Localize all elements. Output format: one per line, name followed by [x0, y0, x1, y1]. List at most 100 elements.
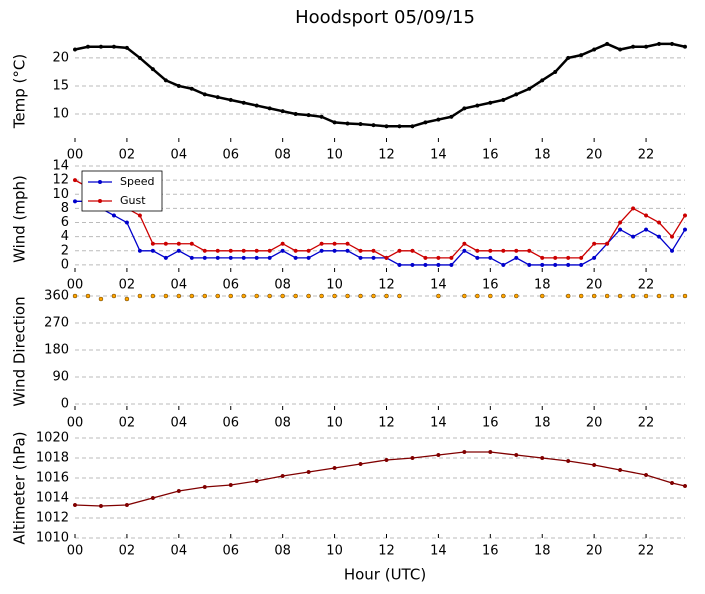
y-axis-label: Wind (mph): [11, 175, 29, 263]
point: [371, 248, 376, 253]
point: [72, 199, 78, 204]
point: [98, 296, 104, 302]
y-tick-label: 1020: [36, 431, 69, 446]
point: [293, 111, 298, 117]
point: [566, 255, 571, 260]
x-tick-label: 00: [67, 148, 84, 163]
point: [254, 293, 259, 299]
y-tick-label: 10: [52, 187, 69, 202]
point: [254, 103, 259, 108]
point: [319, 114, 324, 119]
x-tick-label: 14: [430, 148, 447, 163]
point: [306, 248, 311, 253]
point: [137, 55, 142, 60]
x-tick-label: 02: [119, 544, 136, 559]
x-tick-label: 00: [67, 278, 84, 293]
x-tick-label: 04: [171, 416, 188, 431]
x-tick-label: 04: [171, 544, 188, 559]
point: [345, 293, 350, 299]
point: [267, 255, 272, 260]
x-tick-label: 22: [638, 416, 655, 431]
point: [436, 293, 441, 299]
point: [202, 248, 207, 253]
x-tick-label: 14: [430, 278, 447, 293]
point: [423, 262, 428, 267]
point: [137, 293, 143, 299]
y-tick-label: 0: [61, 257, 69, 272]
point: [85, 44, 91, 49]
point: [488, 293, 493, 299]
point: [682, 293, 688, 299]
point: [682, 213, 688, 218]
point: [241, 293, 246, 299]
x-tick-label: 20: [586, 148, 603, 163]
point: [241, 100, 246, 105]
x-tick-label: 02: [119, 148, 136, 163]
point: [111, 213, 116, 218]
y-tick-label: 270: [44, 316, 69, 331]
point: [579, 255, 584, 260]
line: [75, 200, 686, 266]
x-tick-label: 10: [326, 148, 343, 163]
x-tick-label: 08: [274, 416, 291, 431]
point: [371, 123, 376, 128]
x-tick-label: 06: [222, 416, 239, 431]
point: [189, 255, 194, 260]
point: [202, 484, 207, 490]
y-tick-label: 14: [52, 159, 69, 174]
point: [176, 248, 181, 253]
y-axis-label: Temp (°C): [11, 54, 29, 129]
y-tick-label: 8: [61, 201, 69, 216]
point: [488, 449, 493, 455]
point: [540, 255, 545, 260]
point: [527, 86, 532, 91]
point: [540, 78, 545, 83]
point: [293, 255, 298, 260]
point: [150, 293, 156, 299]
point: [189, 86, 194, 91]
point: [591, 293, 597, 299]
y-tick-label: 0: [61, 397, 69, 412]
y-tick-label: 6: [61, 215, 69, 230]
point: [176, 83, 181, 89]
x-tick-label: 02: [119, 416, 136, 431]
point: [189, 241, 194, 246]
point: [462, 248, 467, 253]
point: [630, 293, 636, 299]
point: [682, 227, 688, 232]
point: [475, 248, 480, 253]
x-tick-label: 14: [430, 416, 447, 431]
point: [124, 220, 129, 225]
point: [345, 241, 350, 246]
point: [202, 255, 207, 260]
legend-marker: [98, 199, 102, 203]
point: [514, 293, 519, 299]
y-tick-label: 1018: [36, 451, 69, 466]
point: [410, 455, 415, 461]
x-tick-label: 16: [482, 544, 499, 559]
x-tick-label: 20: [586, 544, 603, 559]
y-tick-label: 20: [52, 50, 69, 65]
point: [280, 109, 285, 114]
point: [475, 255, 480, 260]
point: [656, 41, 662, 46]
point: [228, 97, 233, 103]
point: [358, 122, 363, 127]
point: [488, 248, 493, 253]
point: [228, 482, 233, 488]
point: [384, 124, 389, 129]
x-tick-label: 12: [378, 416, 395, 431]
point: [384, 255, 389, 260]
point: [436, 262, 441, 267]
point: [514, 248, 519, 253]
point: [267, 106, 272, 111]
x-tick-label: 04: [171, 148, 188, 163]
y-axis-label: Altimeter (hPa): [11, 431, 29, 544]
point: [98, 44, 104, 49]
point: [163, 241, 168, 246]
point: [280, 241, 285, 246]
x-axis-label: Hour (UTC): [344, 566, 426, 584]
point: [579, 262, 584, 267]
point: [319, 293, 324, 299]
point: [553, 255, 558, 260]
